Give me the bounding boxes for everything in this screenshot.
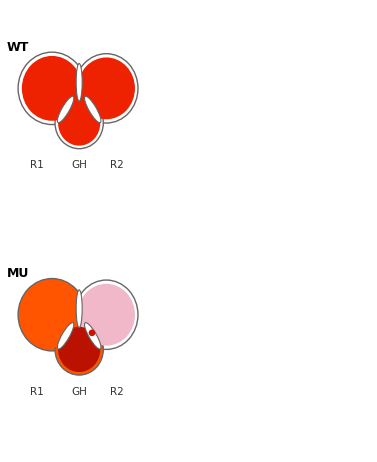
Ellipse shape: [58, 100, 100, 146]
Text: GH: GH: [71, 160, 87, 170]
Ellipse shape: [75, 280, 138, 349]
Ellipse shape: [84, 322, 101, 349]
Ellipse shape: [57, 96, 74, 123]
Text: R2: R2: [110, 387, 124, 397]
Text: R1: R1: [30, 160, 44, 170]
Ellipse shape: [57, 322, 74, 349]
Ellipse shape: [78, 284, 135, 346]
Ellipse shape: [18, 52, 86, 125]
Ellipse shape: [84, 96, 101, 123]
Ellipse shape: [78, 57, 135, 119]
Ellipse shape: [75, 54, 138, 123]
Circle shape: [89, 329, 95, 336]
Ellipse shape: [58, 327, 100, 372]
Ellipse shape: [55, 97, 103, 149]
Ellipse shape: [22, 282, 82, 347]
Text: WT: WT: [7, 41, 29, 54]
Text: GH: GH: [71, 387, 87, 397]
Ellipse shape: [22, 56, 82, 121]
Ellipse shape: [76, 290, 82, 328]
Ellipse shape: [55, 324, 103, 375]
Text: R1: R1: [30, 387, 44, 397]
Text: MU: MU: [7, 267, 29, 280]
Ellipse shape: [76, 63, 82, 101]
Ellipse shape: [18, 279, 86, 351]
Text: R2: R2: [110, 160, 124, 170]
